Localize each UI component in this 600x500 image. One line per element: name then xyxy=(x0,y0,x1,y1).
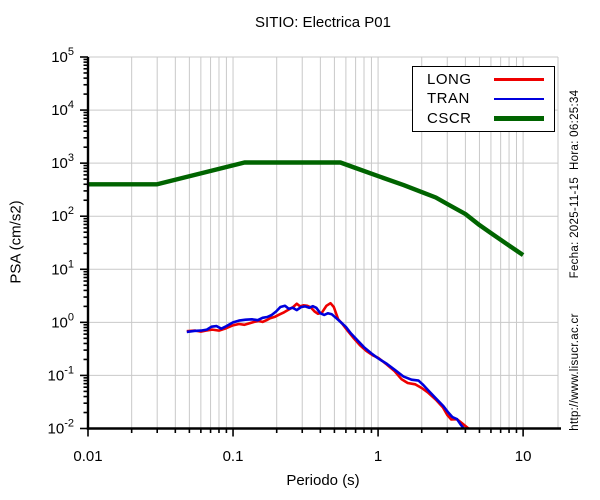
y-tick-label: 103 xyxy=(51,152,74,172)
x-tick-label: 1 xyxy=(374,448,382,465)
tran-line-swatch xyxy=(494,97,544,101)
long-line-swatch xyxy=(494,78,544,81)
curve-long xyxy=(186,301,470,430)
y-tick-label: 104 xyxy=(51,99,74,119)
y-tick-label: 105 xyxy=(51,46,74,66)
legend: LONG TRAN CSCR xyxy=(412,66,555,132)
timestamp-text: Fecha: 2025-11-15 Hora: 06:25:34 xyxy=(569,89,581,279)
legend-label-cscr: CSCR xyxy=(427,109,472,127)
x-tick-label: 0.1 xyxy=(223,448,244,465)
y-tick-label: 102 xyxy=(51,205,74,225)
y-tick-label: 10-1 xyxy=(48,364,74,384)
x-axis-label: Periodo (s) xyxy=(286,472,360,489)
legend-label-long: LONG xyxy=(427,71,472,89)
legend-item-long: LONG xyxy=(413,70,554,89)
chart-title: SITIO: Electrica P01 xyxy=(255,14,391,31)
legend-item-tran: TRAN xyxy=(413,89,554,108)
y-axis-label: PSA (cm/s2) xyxy=(7,200,25,284)
tick-labels: 0.01 0.1 1 10 105 104 103 102 101 100 10-1 10-2 xyxy=(48,46,532,465)
x-tick-label: 10 xyxy=(515,448,532,465)
curve-tran xyxy=(186,304,465,430)
legend-label-tran: TRAN xyxy=(427,90,470,108)
website-url-text: http://www.lisucr.ac.cr xyxy=(569,313,581,431)
legend-item-cscr: CSCR xyxy=(413,109,554,128)
y-tick-label: 101 xyxy=(51,258,74,278)
curve-cscr xyxy=(88,160,525,257)
y-tick-label: 100 xyxy=(51,311,74,331)
cscr-line-swatch xyxy=(494,116,544,121)
axis-ticks xyxy=(80,56,524,437)
x-tick-label: 0.01 xyxy=(73,448,102,465)
y-tick-label: 10-2 xyxy=(48,418,74,438)
series-curves xyxy=(88,160,525,430)
